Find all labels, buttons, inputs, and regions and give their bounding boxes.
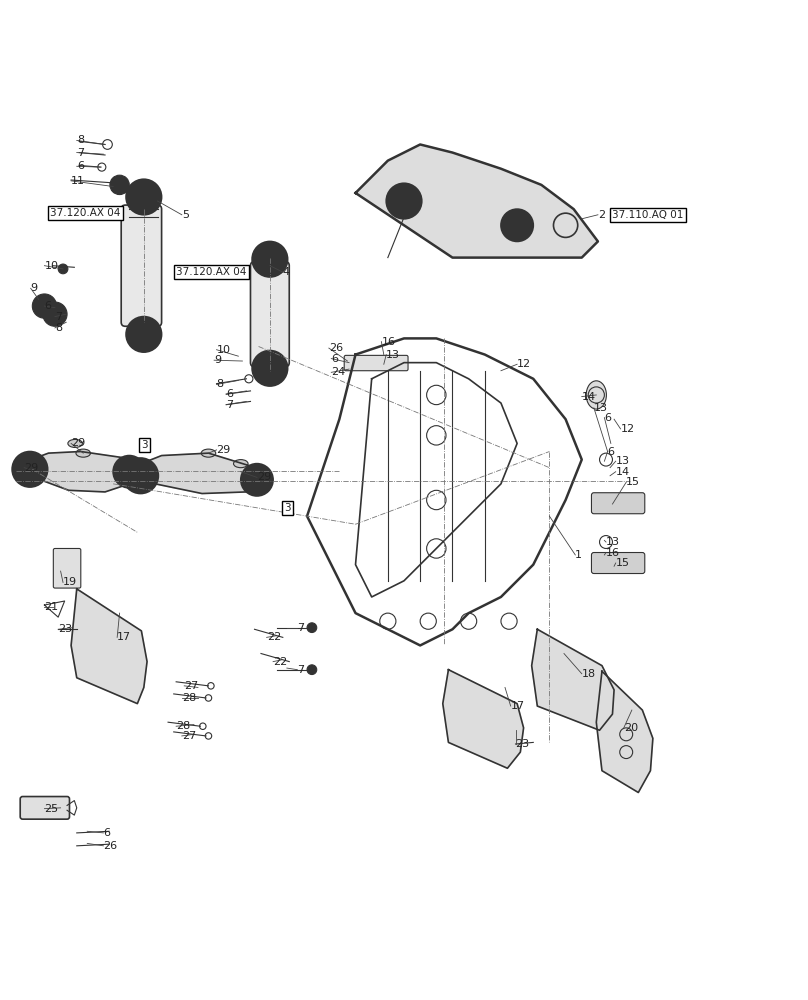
Text: 29: 29: [217, 445, 231, 455]
FancyBboxPatch shape: [250, 262, 289, 367]
Text: 16: 16: [381, 337, 395, 347]
Text: 29: 29: [71, 438, 86, 448]
Text: 15: 15: [616, 558, 629, 568]
FancyBboxPatch shape: [591, 553, 645, 574]
Text: 29: 29: [257, 472, 271, 482]
Text: 13: 13: [616, 456, 629, 466]
Text: 23: 23: [58, 624, 72, 634]
Text: 1: 1: [575, 550, 583, 560]
FancyBboxPatch shape: [20, 797, 69, 819]
Text: 28: 28: [176, 721, 191, 731]
Text: 13: 13: [594, 403, 608, 413]
Text: 21: 21: [44, 602, 58, 612]
Text: 16: 16: [606, 548, 620, 558]
Polygon shape: [131, 453, 263, 494]
Text: 8: 8: [77, 135, 84, 145]
Circle shape: [252, 241, 288, 277]
Text: 24: 24: [331, 367, 346, 377]
Text: 23: 23: [516, 739, 529, 749]
Polygon shape: [596, 671, 653, 792]
FancyBboxPatch shape: [53, 548, 81, 588]
Circle shape: [126, 317, 162, 352]
Polygon shape: [71, 589, 147, 704]
Text: 6: 6: [77, 161, 84, 171]
Text: 18: 18: [582, 669, 595, 679]
Text: 6: 6: [226, 389, 234, 399]
Text: 37.110.AQ 01: 37.110.AQ 01: [612, 210, 684, 220]
Text: 25: 25: [44, 804, 58, 814]
Text: 7: 7: [77, 148, 84, 158]
Text: 27: 27: [182, 731, 196, 741]
Text: 29: 29: [24, 463, 39, 473]
Circle shape: [307, 665, 317, 675]
Text: 6: 6: [103, 828, 111, 838]
Polygon shape: [532, 629, 614, 730]
Polygon shape: [356, 144, 598, 258]
Ellipse shape: [586, 381, 606, 409]
Text: 17: 17: [117, 632, 131, 642]
Text: 4: 4: [283, 267, 290, 277]
Text: 28: 28: [182, 693, 196, 703]
Text: 8: 8: [55, 323, 62, 333]
Text: 6: 6: [331, 354, 339, 364]
FancyBboxPatch shape: [344, 355, 408, 371]
Text: 22: 22: [267, 632, 281, 642]
Ellipse shape: [68, 439, 82, 447]
Circle shape: [32, 294, 57, 318]
Text: 3: 3: [284, 503, 291, 513]
Ellipse shape: [201, 449, 216, 457]
Text: 12: 12: [517, 359, 531, 369]
FancyBboxPatch shape: [121, 205, 162, 326]
Text: 13: 13: [606, 537, 620, 547]
Text: 9: 9: [214, 355, 221, 365]
Text: 17: 17: [511, 701, 524, 711]
Text: 20: 20: [624, 723, 638, 733]
Text: 14: 14: [582, 392, 595, 402]
Text: 27: 27: [184, 681, 199, 691]
Circle shape: [126, 179, 162, 215]
Text: 11: 11: [71, 176, 85, 186]
Polygon shape: [443, 670, 524, 768]
Ellipse shape: [234, 460, 248, 468]
Text: 15: 15: [626, 477, 640, 487]
Text: 8: 8: [217, 379, 224, 389]
Circle shape: [241, 464, 273, 496]
Circle shape: [110, 175, 129, 195]
Text: 12: 12: [621, 424, 634, 434]
Circle shape: [501, 209, 533, 241]
Text: 10: 10: [217, 345, 230, 355]
Text: 6: 6: [608, 447, 615, 457]
Text: 3: 3: [141, 440, 148, 450]
Circle shape: [252, 351, 288, 386]
Polygon shape: [20, 452, 141, 492]
Text: 2: 2: [598, 210, 605, 220]
Circle shape: [113, 456, 145, 488]
Ellipse shape: [76, 449, 90, 457]
Text: 7: 7: [226, 400, 234, 410]
Text: 6: 6: [44, 301, 52, 311]
Text: 37.120.AX 04: 37.120.AX 04: [176, 267, 246, 277]
Text: 9: 9: [31, 283, 38, 293]
Circle shape: [307, 623, 317, 633]
Text: 5: 5: [182, 210, 189, 220]
Text: 37.120.AX 04: 37.120.AX 04: [50, 208, 120, 218]
Text: 19: 19: [63, 577, 77, 587]
Text: 10: 10: [44, 261, 58, 271]
FancyBboxPatch shape: [591, 493, 645, 514]
Circle shape: [58, 264, 68, 274]
Text: 14: 14: [616, 467, 629, 477]
Circle shape: [123, 458, 158, 494]
Text: 7: 7: [297, 623, 305, 633]
Circle shape: [43, 302, 67, 326]
Text: 22: 22: [273, 657, 288, 667]
Text: 7: 7: [55, 312, 62, 322]
Text: 26: 26: [329, 343, 343, 353]
Text: 7: 7: [297, 665, 305, 675]
Circle shape: [386, 183, 422, 219]
Text: 6: 6: [604, 413, 612, 423]
Text: 13: 13: [386, 350, 400, 360]
Circle shape: [12, 452, 48, 487]
Text: 26: 26: [103, 841, 117, 851]
